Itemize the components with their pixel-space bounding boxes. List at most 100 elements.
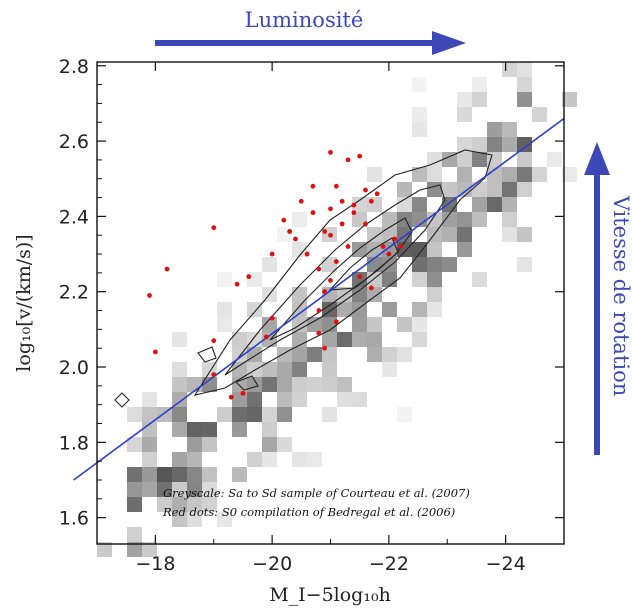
density-cell — [442, 212, 457, 227]
density-cell — [187, 482, 202, 497]
data-point — [322, 345, 328, 351]
data-point — [333, 319, 339, 325]
density-cell — [322, 377, 337, 392]
density-cell — [217, 512, 232, 527]
density-cell — [172, 362, 187, 377]
density-cell — [472, 272, 487, 287]
density-cell — [172, 377, 187, 392]
density-cell — [547, 152, 562, 167]
density-cell — [427, 182, 442, 197]
y-tick-label: 2.6 — [59, 131, 89, 153]
data-point — [357, 274, 363, 280]
density-cell — [172, 512, 187, 527]
density-cell — [457, 212, 472, 227]
density-cell — [367, 317, 382, 332]
density-cell — [457, 242, 472, 257]
y-axis-ticks: 1.6 1.8 2.0 2.2 2.4 2.6 2.8 — [59, 56, 564, 530]
density-cell — [172, 407, 187, 422]
density-cell — [517, 137, 532, 152]
density-cell — [532, 167, 547, 182]
density-cell — [352, 197, 367, 212]
density-cell — [487, 167, 502, 182]
density-cell — [457, 92, 472, 107]
density-cell — [172, 482, 187, 497]
density-cell — [157, 467, 172, 482]
density-cell — [352, 317, 367, 332]
density-cell — [412, 332, 427, 347]
density-cell — [472, 212, 487, 227]
density-cell — [277, 362, 292, 377]
density-cell — [307, 452, 322, 467]
density-cell — [502, 167, 517, 182]
density-cell — [367, 227, 382, 242]
contour-line — [114, 392, 130, 408]
density-cell — [322, 332, 337, 347]
data-point — [263, 334, 269, 340]
density-cell — [292, 242, 307, 257]
density-cell — [322, 257, 337, 272]
density-cell — [367, 257, 382, 272]
data-point — [328, 206, 333, 212]
density-cell — [142, 482, 157, 497]
contour-line — [269, 217, 413, 341]
density-cell — [502, 122, 517, 137]
density-cell — [277, 392, 292, 407]
density-cell — [262, 362, 277, 377]
density-cell — [127, 497, 142, 512]
density-cell — [322, 317, 337, 332]
density-cell — [142, 542, 157, 557]
x-axis-title: M_I−5log₁₀h — [269, 584, 391, 606]
data-point — [152, 349, 158, 355]
density-cell — [292, 212, 307, 227]
data-point — [316, 308, 322, 313]
density-cell — [457, 227, 472, 242]
data-point — [228, 394, 234, 400]
density-cell — [472, 152, 487, 167]
density-cell — [397, 347, 412, 362]
y-tick-label: 2.0 — [59, 357, 89, 379]
density-cell — [232, 377, 247, 392]
data-point — [240, 390, 246, 396]
density-cell — [397, 212, 412, 227]
data-point — [339, 198, 345, 204]
data-point — [211, 372, 217, 377]
density-cell — [187, 377, 202, 392]
density-cell — [352, 287, 367, 302]
density-cell — [217, 407, 232, 422]
density-cell — [187, 512, 202, 527]
data-point — [386, 251, 392, 257]
density-cell — [367, 197, 382, 212]
density-cell — [202, 422, 217, 437]
density-cell — [427, 152, 442, 167]
data-point — [281, 217, 287, 223]
density-cell — [397, 182, 412, 197]
x-tick-label: −18 — [135, 553, 175, 575]
density-cell — [232, 332, 247, 347]
y-tick-label: 2.4 — [59, 206, 89, 228]
data-point — [345, 157, 351, 163]
rotation-speed-label: Vitesse de rotation — [609, 195, 632, 397]
density-cell — [397, 317, 412, 332]
density-cell — [142, 392, 157, 407]
density-cell — [442, 152, 457, 167]
density-cell — [157, 482, 172, 497]
density-cell — [322, 362, 337, 377]
density-cell — [292, 362, 307, 377]
density-cell — [172, 332, 187, 347]
density-cell — [247, 392, 262, 407]
density-cell — [202, 377, 217, 392]
density-cell — [202, 482, 217, 497]
density-cell — [232, 422, 247, 437]
density-cell — [232, 467, 247, 482]
data-point — [287, 229, 293, 234]
data-point — [316, 266, 322, 272]
density-cell — [367, 167, 382, 182]
data-point — [392, 236, 398, 242]
data-point — [316, 330, 322, 336]
density-cell — [142, 452, 157, 467]
density-cell — [262, 257, 277, 272]
annotation-greyscale: Greyscale: Sa to Sd sample of Courteau e… — [163, 486, 470, 500]
density-cell — [202, 437, 217, 452]
density-cell — [472, 137, 487, 152]
data-point — [164, 266, 170, 272]
